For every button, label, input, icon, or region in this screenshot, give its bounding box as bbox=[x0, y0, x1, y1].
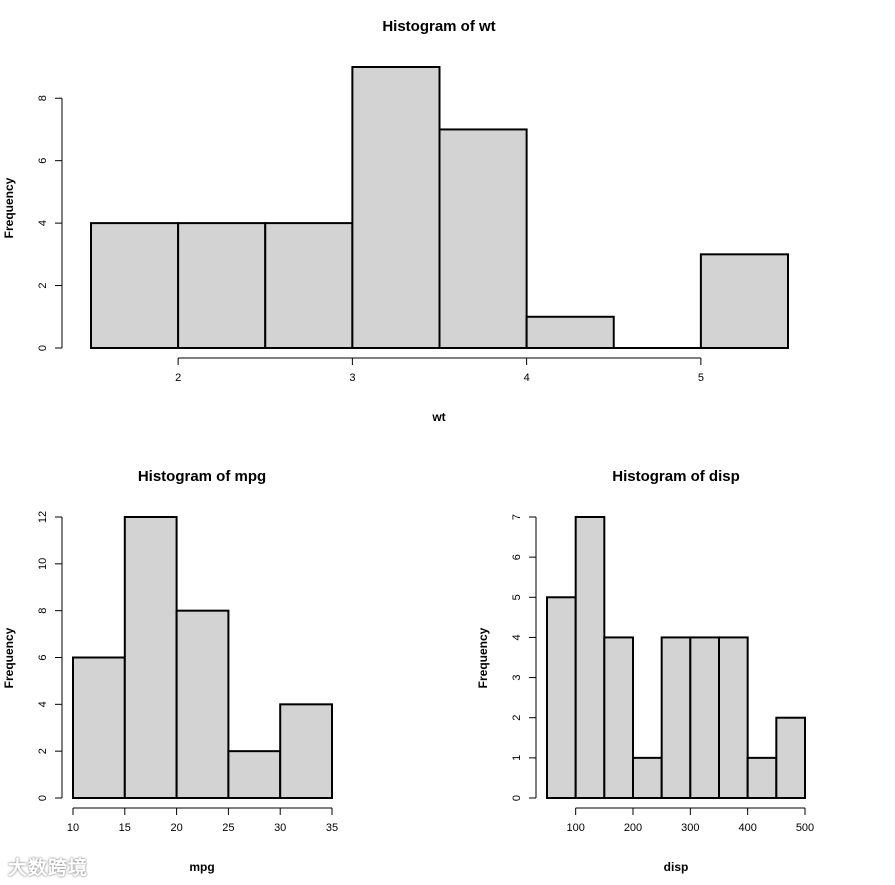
y-tick-label: 0 bbox=[37, 795, 49, 801]
histogram-bar bbox=[227, 750, 282, 800]
x-axis-label-disp: disp bbox=[664, 860, 689, 874]
histogram-bar bbox=[718, 636, 749, 800]
y-tick-label: 6 bbox=[37, 654, 49, 660]
chart-title-wt: Histogram of wt bbox=[382, 18, 495, 35]
histogram-bar bbox=[264, 222, 354, 349]
x-tick-label: 5 bbox=[698, 372, 704, 384]
y-tick-label: 6 bbox=[511, 554, 523, 560]
watermark-text: 大数跨境 bbox=[8, 857, 89, 879]
histogram-bar bbox=[689, 636, 720, 800]
histogram-bar bbox=[525, 315, 615, 349]
histogram-bar bbox=[177, 222, 267, 349]
histogram-bar bbox=[699, 253, 789, 349]
x-tick-label: 3 bbox=[349, 372, 355, 384]
y-tick-label: 8 bbox=[37, 608, 49, 614]
histogram-bar bbox=[438, 128, 528, 349]
x-axis-label-mpg: mpg bbox=[189, 860, 214, 874]
y-tick-label: 4 bbox=[37, 701, 49, 707]
x-tick-label: 500 bbox=[796, 822, 814, 834]
histogram-bar bbox=[546, 596, 577, 799]
y-axis-label-disp: Frequency bbox=[476, 627, 490, 688]
y-tick-label: 3 bbox=[511, 675, 523, 681]
y-tick-label: 10 bbox=[37, 558, 49, 570]
y-tick-label: 2 bbox=[37, 282, 49, 288]
x-tick-label: 2 bbox=[175, 372, 181, 384]
x-tick-label: 400 bbox=[738, 822, 756, 834]
y-tick-label: 1 bbox=[511, 755, 523, 761]
y-tick-label: 8 bbox=[37, 95, 49, 101]
y-tick-label: 2 bbox=[511, 715, 523, 721]
x-tick-label: 4 bbox=[524, 372, 530, 384]
x-tick-label: 300 bbox=[681, 822, 699, 834]
x-tick-label: 200 bbox=[624, 822, 642, 834]
y-tick-label: 2 bbox=[37, 748, 49, 754]
histogram-bar bbox=[746, 756, 778, 799]
x-tick-label: 100 bbox=[566, 822, 584, 834]
histogram-bar bbox=[90, 222, 180, 349]
y-tick-label: 6 bbox=[37, 158, 49, 164]
x-tick-label: 25 bbox=[222, 822, 234, 834]
histogram-bar bbox=[123, 516, 178, 799]
panel-mpg: Histogram of mpg mpg Frequency 10 15 20 25 3… bbox=[2, 468, 338, 874]
x-tick-label: 10 bbox=[67, 822, 79, 834]
axes-wt: 2 3 4 5 0 2 4 6 8 bbox=[37, 95, 704, 384]
histogram-bar bbox=[603, 636, 634, 800]
axes-disp: 100 200 300 400 500 0 1 2 3 4 5 6 7 bbox=[511, 514, 814, 834]
y-tick-label: 12 bbox=[37, 511, 49, 523]
x-tick-label: 30 bbox=[274, 822, 286, 834]
y-tick-label: 4 bbox=[511, 634, 523, 640]
bars-disp bbox=[546, 516, 806, 800]
y-tick-label: 5 bbox=[511, 594, 523, 600]
y-tick-label: 0 bbox=[511, 795, 523, 801]
chart-title-mpg: Histogram of mpg bbox=[138, 468, 266, 485]
histogram-bar bbox=[279, 703, 334, 799]
bars-mpg bbox=[72, 516, 334, 800]
histogram-bar bbox=[351, 66, 441, 349]
y-axis-label-mpg: Frequency bbox=[2, 627, 16, 688]
y-tick-label: 7 bbox=[511, 514, 523, 520]
x-tick-label: 15 bbox=[119, 822, 131, 834]
panel-disp: Histogram of disp disp Frequency 100 200 3… bbox=[476, 468, 814, 874]
panel-wt: Histogram of wt wt Frequency 2 3 4 5 0 2 4 6 8 bbox=[2, 18, 789, 424]
x-axis-label-wt: wt bbox=[431, 410, 445, 424]
y-axis-label-wt: Frequency bbox=[2, 177, 16, 238]
histogram-bar bbox=[632, 756, 663, 799]
histogram-bar bbox=[574, 516, 606, 799]
chart-title-disp: Histogram of disp bbox=[612, 468, 740, 485]
bars-wt bbox=[90, 66, 789, 349]
y-tick-label: 0 bbox=[37, 345, 49, 351]
x-tick-label: 20 bbox=[170, 822, 182, 834]
histogram-bar bbox=[775, 716, 806, 800]
histogram-bar bbox=[72, 656, 126, 799]
axes-mpg: 10 15 20 25 30 35 0 2 4 6 8 10 12 bbox=[37, 511, 338, 834]
y-tick-label: 4 bbox=[37, 220, 49, 226]
histogram-bar bbox=[660, 636, 692, 800]
histogram-bar bbox=[175, 609, 230, 800]
x-tick-label: 35 bbox=[326, 822, 338, 834]
